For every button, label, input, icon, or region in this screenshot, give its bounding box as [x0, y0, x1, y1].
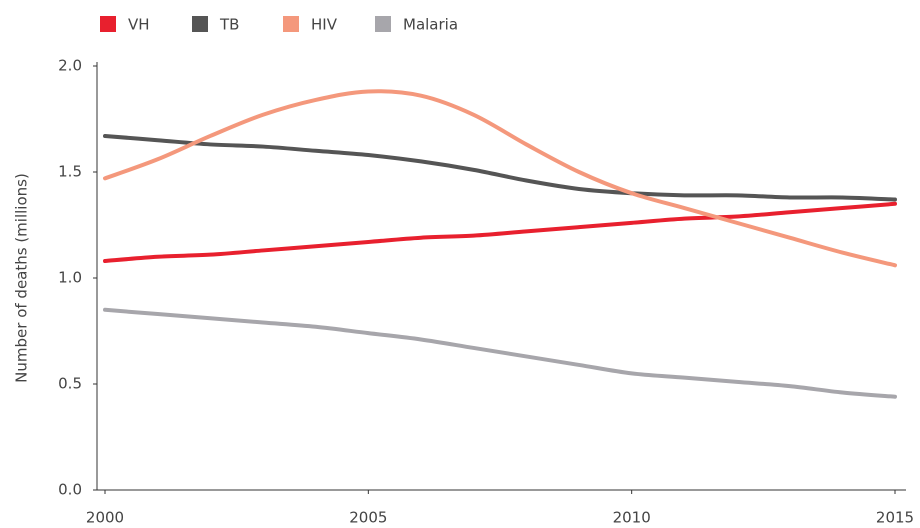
legend-swatch [100, 16, 116, 32]
legend-label: HIV [311, 16, 338, 34]
legend-swatch [283, 16, 299, 32]
legend-swatch [375, 16, 391, 32]
y-tick-label: 1.0 [58, 269, 82, 287]
y-tick-label: 2.0 [58, 57, 82, 75]
legend-label: VH [128, 16, 150, 34]
legend-label: TB [219, 16, 239, 34]
y-axis-label: Number of deaths (millions) [13, 173, 31, 383]
line [103, 133, 897, 202]
x-tick-label: 2010 [613, 509, 651, 527]
y-tick-label: 0.0 [58, 481, 82, 499]
legend-swatch [192, 16, 208, 32]
legend-label: Malaria [403, 16, 458, 34]
line [103, 307, 897, 399]
y-tick-label: 0.5 [58, 375, 82, 393]
x-tick-label: 2005 [349, 509, 387, 527]
line [103, 89, 897, 268]
line [103, 201, 897, 264]
x-tick-label: 2015 [876, 509, 914, 527]
x-tick-label: 2000 [86, 509, 124, 527]
y-tick-label: 1.5 [58, 163, 82, 181]
